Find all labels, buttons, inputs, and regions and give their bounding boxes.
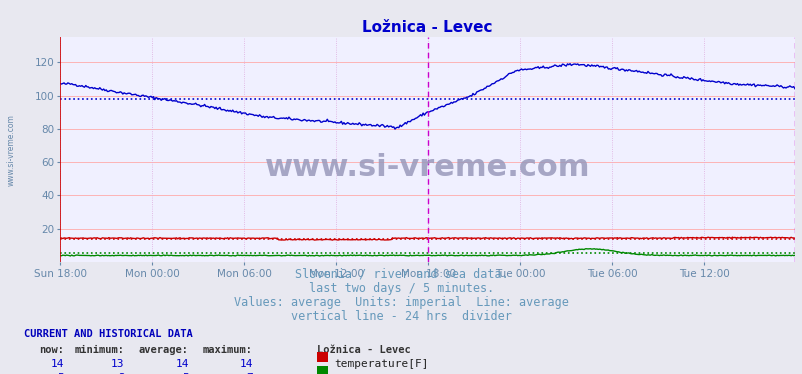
Text: temperature[F]: temperature[F] — [334, 359, 428, 369]
Text: 14: 14 — [51, 359, 64, 369]
Text: Slovenia / river and sea data.: Slovenia / river and sea data. — [294, 267, 508, 280]
Text: now:: now: — [39, 345, 64, 355]
Text: 7: 7 — [246, 373, 253, 374]
Text: www.si-vreme.com: www.si-vreme.com — [265, 153, 589, 182]
Text: Ložnica - Levec: Ložnica - Levec — [317, 345, 411, 355]
Title: Ložnica - Levec: Ložnica - Levec — [362, 20, 492, 35]
Text: flow[foot3/min]: flow[foot3/min] — [334, 373, 435, 374]
Text: last two days / 5 minutes.: last two days / 5 minutes. — [309, 282, 493, 295]
Text: vertical line - 24 hrs  divider: vertical line - 24 hrs divider — [290, 310, 512, 323]
Text: www.si-vreme.com: www.si-vreme.com — [6, 114, 15, 186]
Text: 2: 2 — [118, 373, 124, 374]
Text: Values: average  Units: imperial  Line: average: Values: average Units: imperial Line: av… — [233, 296, 569, 309]
Text: 14: 14 — [175, 359, 188, 369]
Text: 13: 13 — [111, 359, 124, 369]
Text: 5: 5 — [58, 373, 64, 374]
Text: 14: 14 — [239, 359, 253, 369]
Text: maximum:: maximum: — [203, 345, 253, 355]
Text: CURRENT AND HISTORICAL DATA: CURRENT AND HISTORICAL DATA — [24, 329, 192, 339]
Text: 5: 5 — [182, 373, 188, 374]
Text: average:: average: — [139, 345, 188, 355]
Text: minimum:: minimum: — [75, 345, 124, 355]
